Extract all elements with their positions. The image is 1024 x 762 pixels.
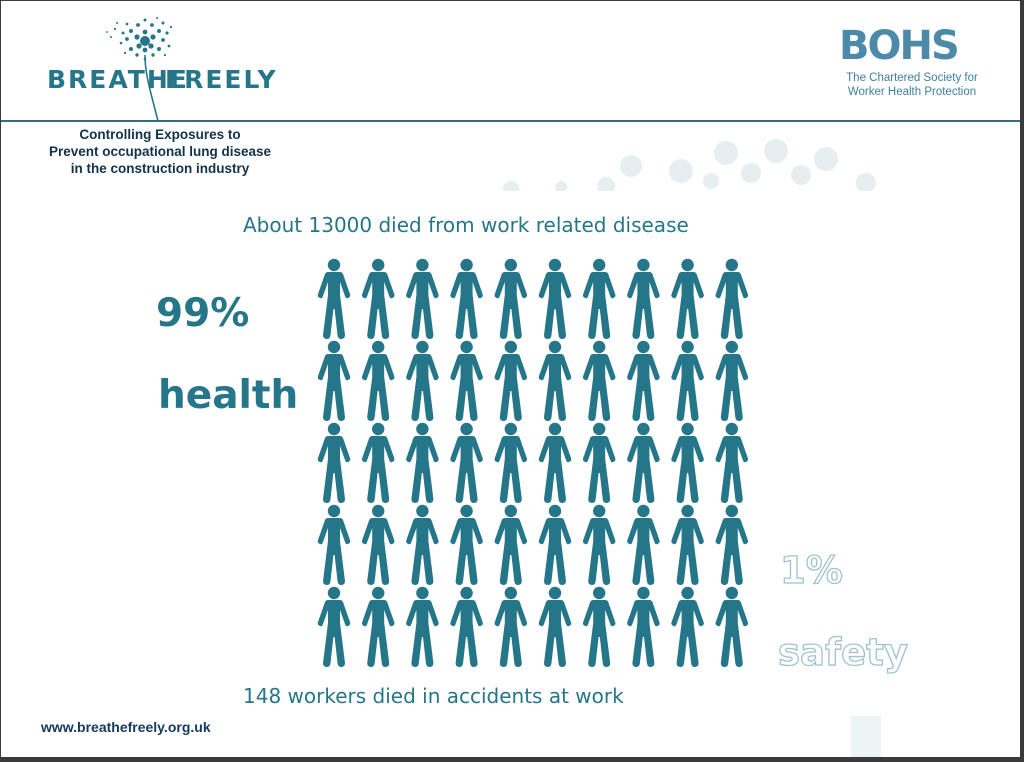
headline: About 13000 died from work related disea… bbox=[243, 213, 689, 237]
person-icon-health bbox=[406, 258, 439, 339]
person-icon-health bbox=[494, 422, 528, 503]
person-icon-health bbox=[715, 258, 749, 339]
subtitle: Controlling Exposures to Prevent occupat… bbox=[15, 126, 305, 177]
person-icon-health bbox=[361, 340, 395, 421]
safety-label: safety bbox=[777, 630, 908, 674]
dandelion-icon bbox=[106, 17, 173, 122]
person-icon-health bbox=[494, 504, 528, 585]
person-icon-health bbox=[361, 258, 395, 339]
health-label: health bbox=[158, 373, 299, 418]
subtitle-line: Prevent occupational lung disease bbox=[48, 144, 272, 159]
subtitle-line: in the construction industry bbox=[70, 161, 250, 176]
person-icon-health bbox=[317, 340, 351, 421]
footline: 148 workers died in accidents at work bbox=[243, 684, 624, 708]
person-icon-health bbox=[538, 586, 572, 667]
person-icon-health bbox=[317, 586, 351, 667]
person-icon-health bbox=[406, 504, 439, 585]
person-icon-health bbox=[406, 340, 439, 421]
person-icon-health bbox=[450, 586, 483, 667]
person-icon-health bbox=[406, 586, 439, 667]
person-icon-health bbox=[317, 504, 351, 585]
person-icon-health bbox=[582, 504, 616, 585]
person-icon-health bbox=[538, 422, 572, 503]
person-icon-health bbox=[671, 340, 704, 421]
person-icon-health bbox=[317, 258, 351, 339]
person-icon-health bbox=[671, 586, 704, 667]
person-icon-health bbox=[406, 422, 439, 503]
person-icon-health bbox=[671, 258, 704, 339]
person-icon-health bbox=[317, 422, 351, 503]
safety-percent: 1% bbox=[779, 548, 843, 592]
decorative-block bbox=[851, 716, 881, 757]
header-divider bbox=[1, 120, 1020, 122]
person-icon-health bbox=[538, 504, 572, 585]
person-icon-health bbox=[627, 340, 660, 421]
bohs-tagline-line: The Chartered Society for bbox=[846, 72, 978, 84]
person-icon-health bbox=[582, 422, 616, 503]
bohs-logo: BOHS bbox=[839, 23, 960, 69]
person-icon-health bbox=[361, 422, 395, 503]
person-icon-health bbox=[494, 586, 528, 667]
person-icon-health bbox=[538, 340, 572, 421]
person-icon-health bbox=[715, 586, 749, 667]
bohs-tagline: The Chartered Society for Worker Health … bbox=[837, 71, 987, 99]
person-icon-health bbox=[627, 258, 660, 339]
person-icon-health bbox=[538, 258, 572, 339]
logo-word-freely: FREELY bbox=[165, 65, 278, 94]
health-percent: 99% bbox=[156, 291, 250, 336]
person-icon-health bbox=[582, 586, 616, 667]
bohs-tagline-line: Worker Health Protection bbox=[847, 86, 977, 98]
person-icon-health bbox=[450, 504, 483, 585]
person-icon-health bbox=[494, 258, 528, 339]
person-icon-health bbox=[450, 340, 483, 421]
person-icon-health bbox=[671, 422, 704, 503]
person-icon-health bbox=[715, 340, 749, 421]
person-icon-health bbox=[361, 504, 395, 585]
person-icon-health bbox=[361, 586, 395, 667]
decorative-bubbles bbox=[503, 139, 876, 191]
person-icon-health bbox=[715, 422, 749, 503]
person-icon-health bbox=[582, 340, 616, 421]
person-icon-health bbox=[627, 422, 660, 503]
person-icon-health bbox=[627, 504, 660, 585]
person-icon-health bbox=[450, 422, 483, 503]
person-icon-health bbox=[494, 340, 528, 421]
person-icon-health bbox=[627, 586, 660, 667]
person-icon-health bbox=[582, 258, 616, 339]
person-icon-health bbox=[715, 504, 749, 585]
person-icon-health bbox=[671, 504, 704, 585]
logo-word-breathe: BREATHE bbox=[47, 65, 189, 94]
subtitle-line: Controlling Exposures to bbox=[79, 127, 241, 142]
website-url: www.breathefreely.org.uk bbox=[41, 719, 211, 735]
person-icon-health bbox=[450, 258, 483, 339]
